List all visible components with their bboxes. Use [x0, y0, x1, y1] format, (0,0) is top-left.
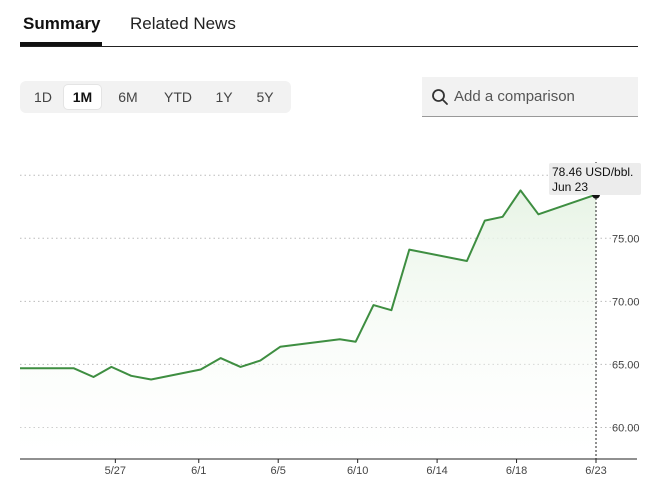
tab-summary[interactable]: Summary: [23, 14, 101, 33]
price-line: [20, 189, 597, 381]
y-tick-label: 65.00: [612, 359, 640, 371]
add-comparison-input[interactable]: Add a comparison: [422, 77, 638, 117]
x-tick-label: 6/14: [426, 465, 447, 477]
x-tick-label: 6/10: [347, 465, 368, 477]
x-tick-label: 6/23: [585, 465, 606, 477]
range-1m-button[interactable]: 1M: [64, 85, 101, 109]
y-tick-label: 70.00: [612, 296, 640, 308]
y-tick-label: 75.00: [612, 233, 640, 245]
range-5y-button[interactable]: 5Y: [256, 89, 274, 105]
active-tab-indicator: [20, 42, 102, 46]
x-tick-label: 6/18: [506, 465, 527, 477]
y-tick-label: 60.00: [612, 422, 640, 434]
range-1d-button[interactable]: 1D: [34, 89, 52, 105]
range-1y-button[interactable]: 1Y: [215, 89, 233, 105]
search-icon: [432, 89, 448, 105]
time-range-selector: 1D 1M 6M YTD 1Y 5Y: [20, 81, 291, 113]
tooltip-date: Jun 23: [552, 180, 588, 194]
range-ytd-button[interactable]: YTD: [164, 89, 192, 105]
x-tick-label: 6/5: [271, 465, 286, 477]
tooltip-value: 78.46 USD/bbl.: [552, 165, 633, 179]
add-comparison-placeholder: Add a comparison: [454, 88, 575, 105]
price-area-fill: [20, 190, 596, 459]
range-6m-button[interactable]: 6M: [118, 89, 138, 105]
x-tick-label: 5/27: [105, 465, 126, 477]
x-tick-label: 6/1: [191, 465, 206, 477]
tab-related-news[interactable]: Related News: [130, 14, 236, 33]
tab-bar: Summary Related News: [20, 0, 638, 47]
price-tooltip: [549, 163, 641, 195]
